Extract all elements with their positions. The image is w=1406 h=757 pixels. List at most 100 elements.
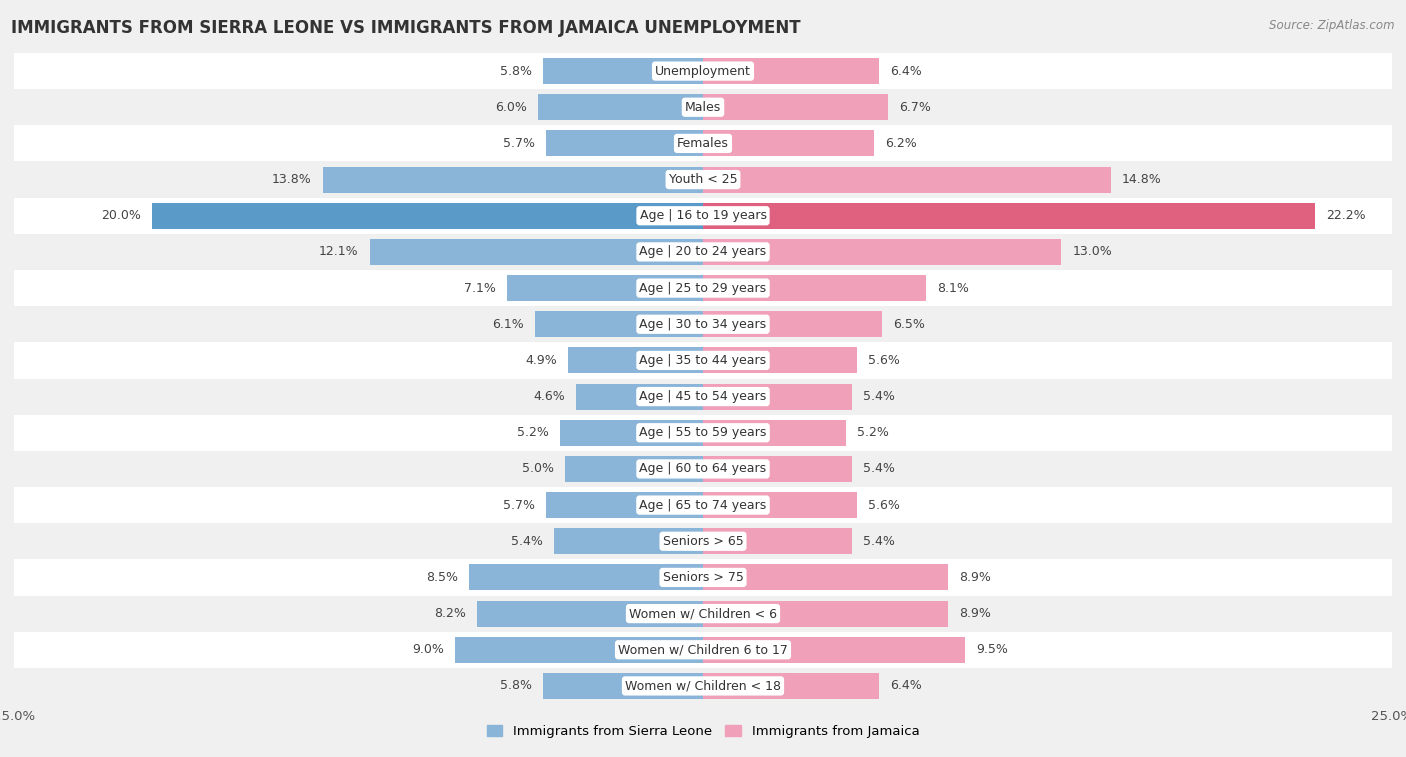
Text: 8.1%: 8.1%	[938, 282, 969, 294]
Bar	[703, 347, 858, 373]
Bar	[554, 528, 703, 554]
Text: 20.0%: 20.0%	[101, 209, 141, 223]
Bar	[703, 673, 879, 699]
Text: 4.9%: 4.9%	[526, 354, 557, 367]
Text: Age | 55 to 59 years: Age | 55 to 59 years	[640, 426, 766, 439]
Text: Age | 65 to 74 years: Age | 65 to 74 years	[640, 499, 766, 512]
Bar	[468, 565, 703, 590]
Text: 8.2%: 8.2%	[434, 607, 465, 620]
Text: 13.8%: 13.8%	[271, 173, 312, 186]
Text: Seniors > 65: Seniors > 65	[662, 534, 744, 548]
Text: 6.5%: 6.5%	[893, 318, 925, 331]
Text: 8.5%: 8.5%	[426, 571, 458, 584]
Text: 22.2%: 22.2%	[1326, 209, 1365, 223]
Text: Women w/ Children 6 to 17: Women w/ Children 6 to 17	[619, 643, 787, 656]
Text: 5.4%: 5.4%	[863, 534, 894, 548]
Text: 6.1%: 6.1%	[492, 318, 524, 331]
Text: 14.8%: 14.8%	[1122, 173, 1161, 186]
Text: 8.9%: 8.9%	[959, 607, 991, 620]
FancyBboxPatch shape	[14, 631, 1392, 668]
FancyBboxPatch shape	[14, 596, 1392, 631]
Text: Age | 35 to 44 years: Age | 35 to 44 years	[640, 354, 766, 367]
Text: Women w/ Children < 6: Women w/ Children < 6	[628, 607, 778, 620]
Text: 5.8%: 5.8%	[501, 680, 531, 693]
Text: Males: Males	[685, 101, 721, 114]
FancyBboxPatch shape	[14, 89, 1392, 126]
Text: 5.0%: 5.0%	[522, 463, 554, 475]
Text: 5.7%: 5.7%	[503, 499, 534, 512]
Text: Age | 45 to 54 years: Age | 45 to 54 years	[640, 390, 766, 403]
Text: 5.6%: 5.6%	[869, 354, 900, 367]
Text: 6.0%: 6.0%	[495, 101, 527, 114]
Legend: Immigrants from Sierra Leone, Immigrants from Jamaica: Immigrants from Sierra Leone, Immigrants…	[481, 719, 925, 743]
FancyBboxPatch shape	[14, 53, 1392, 89]
Bar	[543, 673, 703, 699]
Bar	[703, 94, 887, 120]
Bar	[152, 203, 703, 229]
FancyBboxPatch shape	[14, 668, 1392, 704]
FancyBboxPatch shape	[14, 126, 1392, 161]
Bar	[703, 58, 879, 84]
FancyBboxPatch shape	[14, 342, 1392, 378]
Text: 7.1%: 7.1%	[464, 282, 496, 294]
Text: 6.7%: 6.7%	[898, 101, 931, 114]
Bar	[703, 311, 882, 338]
FancyBboxPatch shape	[14, 270, 1392, 306]
Bar	[703, 492, 858, 518]
Text: Unemployment: Unemployment	[655, 64, 751, 77]
Bar	[703, 565, 948, 590]
Bar	[703, 600, 948, 627]
Text: 5.7%: 5.7%	[503, 137, 534, 150]
Text: 9.0%: 9.0%	[412, 643, 444, 656]
Text: IMMIGRANTS FROM SIERRA LEONE VS IMMIGRANTS FROM JAMAICA UNEMPLOYMENT: IMMIGRANTS FROM SIERRA LEONE VS IMMIGRAN…	[11, 19, 801, 37]
Bar	[546, 492, 703, 518]
Text: Age | 60 to 64 years: Age | 60 to 64 years	[640, 463, 766, 475]
Bar	[456, 637, 703, 663]
Bar	[703, 203, 1315, 229]
Bar	[508, 275, 703, 301]
Bar	[703, 528, 852, 554]
Text: Seniors > 75: Seniors > 75	[662, 571, 744, 584]
Text: 4.6%: 4.6%	[533, 390, 565, 403]
FancyBboxPatch shape	[14, 306, 1392, 342]
FancyBboxPatch shape	[14, 161, 1392, 198]
Bar	[477, 600, 703, 627]
Bar	[370, 239, 703, 265]
Bar	[537, 94, 703, 120]
Bar	[703, 239, 1062, 265]
Text: 12.1%: 12.1%	[319, 245, 359, 258]
Bar	[703, 167, 1111, 192]
FancyBboxPatch shape	[14, 559, 1392, 596]
FancyBboxPatch shape	[14, 378, 1392, 415]
Text: Females: Females	[678, 137, 728, 150]
Bar	[543, 58, 703, 84]
FancyBboxPatch shape	[14, 523, 1392, 559]
Text: Youth < 25: Youth < 25	[669, 173, 737, 186]
Text: 5.8%: 5.8%	[501, 64, 531, 77]
Text: 6.4%: 6.4%	[890, 64, 922, 77]
Bar	[565, 456, 703, 482]
Bar	[534, 311, 703, 338]
Bar	[703, 419, 846, 446]
Bar	[568, 347, 703, 373]
Text: 5.6%: 5.6%	[869, 499, 900, 512]
Bar	[703, 130, 875, 157]
Bar	[703, 637, 965, 663]
FancyBboxPatch shape	[14, 234, 1392, 270]
FancyBboxPatch shape	[14, 451, 1392, 487]
Text: 13.0%: 13.0%	[1073, 245, 1112, 258]
Text: Age | 30 to 34 years: Age | 30 to 34 years	[640, 318, 766, 331]
Text: 5.2%: 5.2%	[858, 426, 889, 439]
Text: 6.4%: 6.4%	[890, 680, 922, 693]
Text: 5.4%: 5.4%	[863, 463, 894, 475]
Text: 9.5%: 9.5%	[976, 643, 1008, 656]
FancyBboxPatch shape	[14, 415, 1392, 451]
Text: 5.4%: 5.4%	[512, 534, 543, 548]
Text: Source: ZipAtlas.com: Source: ZipAtlas.com	[1270, 19, 1395, 32]
Bar	[546, 130, 703, 157]
Bar	[703, 275, 927, 301]
Text: 5.2%: 5.2%	[517, 426, 548, 439]
Bar	[576, 384, 703, 410]
Text: Age | 25 to 29 years: Age | 25 to 29 years	[640, 282, 766, 294]
Text: Age | 20 to 24 years: Age | 20 to 24 years	[640, 245, 766, 258]
